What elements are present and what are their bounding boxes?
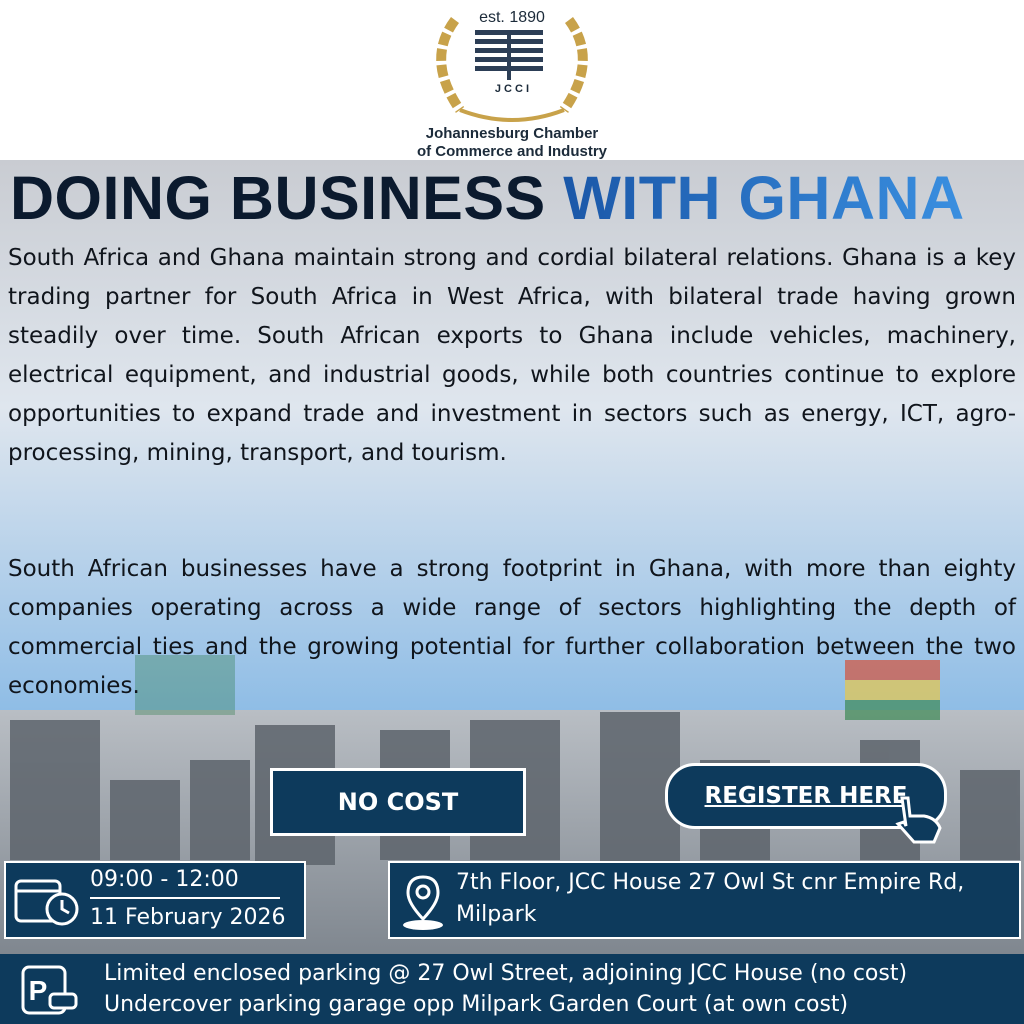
event-date: 11 February 2026 <box>90 905 286 930</box>
logo-text: J C C I <box>495 83 529 95</box>
calendar-icon <box>14 879 79 926</box>
paragraph: South Africa and Ghana maintain strong a… <box>8 245 1016 466</box>
location-icon <box>403 875 443 930</box>
hand-icon <box>895 796 942 844</box>
title-part: WITH GHANA <box>563 164 965 232</box>
established: est. 1890 <box>479 9 545 26</box>
organization-name: Johannesburg Chamber <box>425 125 599 142</box>
no-cost-badge: NO COST <box>270 768 526 836</box>
paragraph: South African businesses have a strong f… <box>8 556 1016 699</box>
event-time: 09:00 - 12:00 <box>90 867 239 892</box>
register-button[interactable]: REGISTER HERE <box>665 763 947 829</box>
datetime-box: 09:00 - 12:00 11 February 2026 <box>4 861 306 939</box>
logo <box>436 17 588 122</box>
parking-info: Undercover parking garage opp Milpark Ga… <box>104 992 849 1017</box>
title-part: DOING BUSINESS <box>10 164 546 232</box>
parking-icon: P <box>21 965 78 1015</box>
svg-text:P: P <box>29 975 48 1006</box>
parking-info: Limited enclosed parking @ 27 Owl Street… <box>104 961 908 986</box>
event-venue: 7th Floor, JCC House 27 Owl St cnr Empir… <box>456 870 965 927</box>
organization-name: of Commerce and Industry <box>416 143 608 160</box>
venue-box: 7th Floor, JCC House 27 Owl St cnr Empir… <box>388 861 1021 939</box>
title: DOING BUSINESS WITH GHANA <box>10 163 1020 233</box>
parking-bar: P Limited enclosed parking @ 27 Owl Stre… <box>0 954 1024 1024</box>
